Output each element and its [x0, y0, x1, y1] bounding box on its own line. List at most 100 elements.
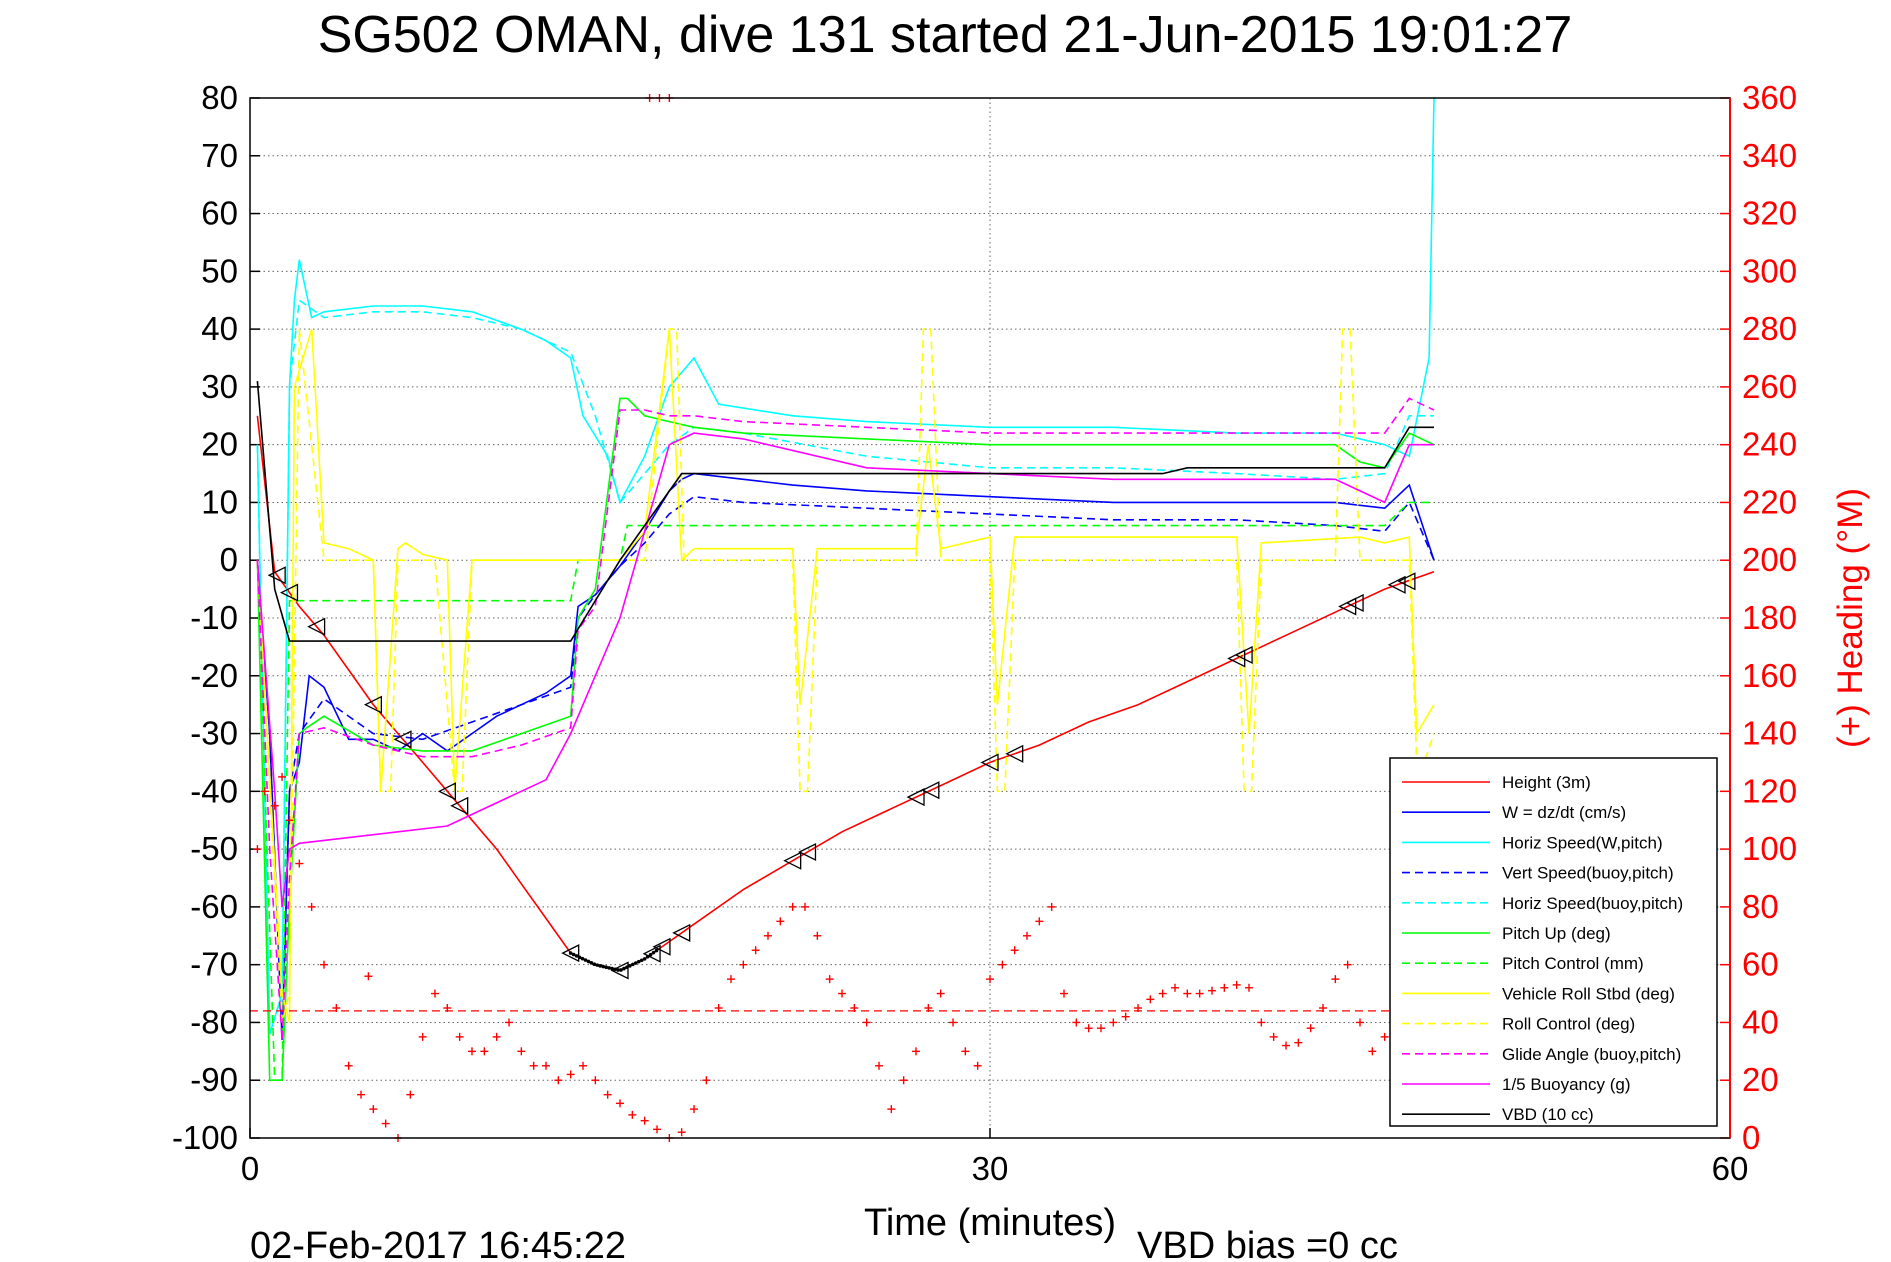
height-marker-triangle — [906, 788, 925, 807]
y-tick-label: -20 — [190, 657, 238, 694]
heading-point — [850, 1004, 859, 1012]
y-tick-label: 0 — [220, 541, 238, 578]
heading-point — [764, 931, 772, 940]
heading-point — [1109, 1018, 1118, 1027]
legend-label-2: Horiz Speed(W,pitch) — [1502, 833, 1663, 852]
height-marker-dot — [645, 955, 650, 959]
series-line-1 — [256, 472, 1435, 1040]
y2-tick-label: 120 — [1742, 772, 1797, 809]
heading-point — [1257, 1018, 1266, 1027]
y-tick-label: -60 — [190, 888, 238, 925]
series-line-2 — [256, 97, 1435, 1035]
heading-point — [1084, 1024, 1093, 1033]
height-marker-dot — [580, 956, 585, 961]
height-marker-triangle — [267, 566, 286, 585]
y2-tick-label: 40 — [1742, 1003, 1779, 1040]
date-stamp: 02-Feb-2017 16:45:22 — [250, 1225, 626, 1262]
y2-tick-label: 100 — [1742, 830, 1797, 867]
heading-point — [690, 1105, 698, 1114]
height-marker-dot — [583, 958, 588, 962]
heading-point — [801, 902, 809, 911]
series-line-9 — [256, 397, 1435, 1040]
y2-tick-label: 200 — [1742, 541, 1797, 578]
right-axis-ticks: 3603403203002802602402202001801601401201… — [1720, 79, 1797, 1156]
y2-tick-label: 0 — [1742, 1119, 1760, 1156]
legend-label-10: 1/5 Buoyancy (g) — [1502, 1075, 1631, 1094]
x-axis-label: Time (minutes) — [864, 1202, 1116, 1244]
heading-point — [739, 960, 748, 969]
heading-point — [1380, 1032, 1389, 1041]
heading-point — [591, 1076, 600, 1085]
y2-tick-label: 60 — [1742, 946, 1779, 983]
y-tick-label: -30 — [190, 715, 238, 752]
heading-point — [369, 1105, 378, 1114]
chart-title: SG502 OMAN, dive 131 started 21-Jun-2015… — [318, 6, 1573, 64]
y2-tick-label: 360 — [1742, 79, 1797, 116]
heading-point — [1356, 1018, 1364, 1027]
heading-point — [628, 1110, 637, 1119]
y-tick-label: -50 — [190, 830, 238, 867]
heading-point — [381, 1119, 390, 1128]
heading-point — [825, 975, 834, 984]
height-marker-dot — [654, 948, 659, 953]
y2-tick-label: 160 — [1742, 657, 1797, 694]
height-marker-triangle — [280, 583, 299, 602]
y-tick-label: 30 — [201, 368, 238, 405]
heading-point — [1343, 960, 1352, 969]
x-axis-ticks: 0 30 60 — [241, 1128, 1748, 1187]
heading-point — [431, 989, 439, 998]
height-marker-dot — [622, 966, 626, 971]
heading-point — [1010, 946, 1019, 955]
height-marker-triangle — [980, 753, 999, 772]
heading-point — [1047, 902, 1056, 911]
heading-point — [702, 1076, 711, 1085]
legend-label-9: Glide Angle (buoy,pitch) — [1502, 1045, 1681, 1064]
heading-point — [443, 1004, 452, 1012]
heading-point — [1171, 983, 1179, 992]
height-marker-triangle — [783, 851, 802, 870]
height-marker-dot — [571, 952, 576, 957]
height-marker-dot — [604, 965, 608, 970]
legend-box — [1389, 757, 1718, 1127]
height-marker-dot — [628, 964, 632, 968]
height-marker-dot — [625, 965, 629, 970]
y-tick-label: 80 — [201, 79, 238, 116]
height-marker-triangle — [1345, 593, 1364, 613]
y-tick-label: 10 — [201, 483, 238, 520]
y-tick-label: 20 — [201, 426, 238, 463]
heading-point — [1306, 1024, 1315, 1033]
heading-point — [912, 1047, 920, 1056]
height-marker-triangle — [393, 730, 412, 749]
height-marker-dot — [639, 958, 644, 963]
height-marker-dot — [598, 964, 603, 968]
series-line-10 — [256, 432, 1434, 908]
legend-label-3: Vert Speed(buoy,pitch) — [1502, 864, 1674, 883]
y-tick-label: -80 — [190, 1003, 238, 1040]
legend: Height (3m) W = dz/dt (cm/s) Horiz Speed(W… — [1389, 757, 1718, 1127]
height-marker-dot — [568, 951, 573, 955]
heading-point — [653, 1125, 661, 1134]
series-line-3 — [256, 495, 1435, 1040]
series-line-11 — [256, 381, 1434, 642]
heading-point — [270, 801, 279, 810]
height-marker-triangle — [307, 617, 326, 636]
heading-point — [1195, 989, 1204, 998]
heading-point — [1060, 989, 1068, 998]
heading-point — [1232, 980, 1241, 989]
height-marker-triangle — [921, 781, 940, 800]
legend-label-5: Pitch Up (deg) — [1502, 924, 1611, 943]
heading-point — [862, 1018, 871, 1027]
heading-point — [418, 1032, 427, 1041]
heading-point — [1097, 1024, 1105, 1033]
height-marker-dot — [610, 966, 614, 971]
y-tick-label: -90 — [190, 1061, 238, 1098]
height-marker-dot — [616, 968, 620, 972]
vbd-bias-label: VBD bias =0 cc — [1137, 1225, 1398, 1262]
heading-point — [1294, 1038, 1303, 1047]
heading-point — [1282, 1041, 1290, 1050]
heading-point — [603, 1090, 612, 1099]
heading-point — [887, 1105, 896, 1114]
height-marker-triangle — [642, 944, 661, 963]
y-tick-label: 40 — [201, 310, 238, 347]
